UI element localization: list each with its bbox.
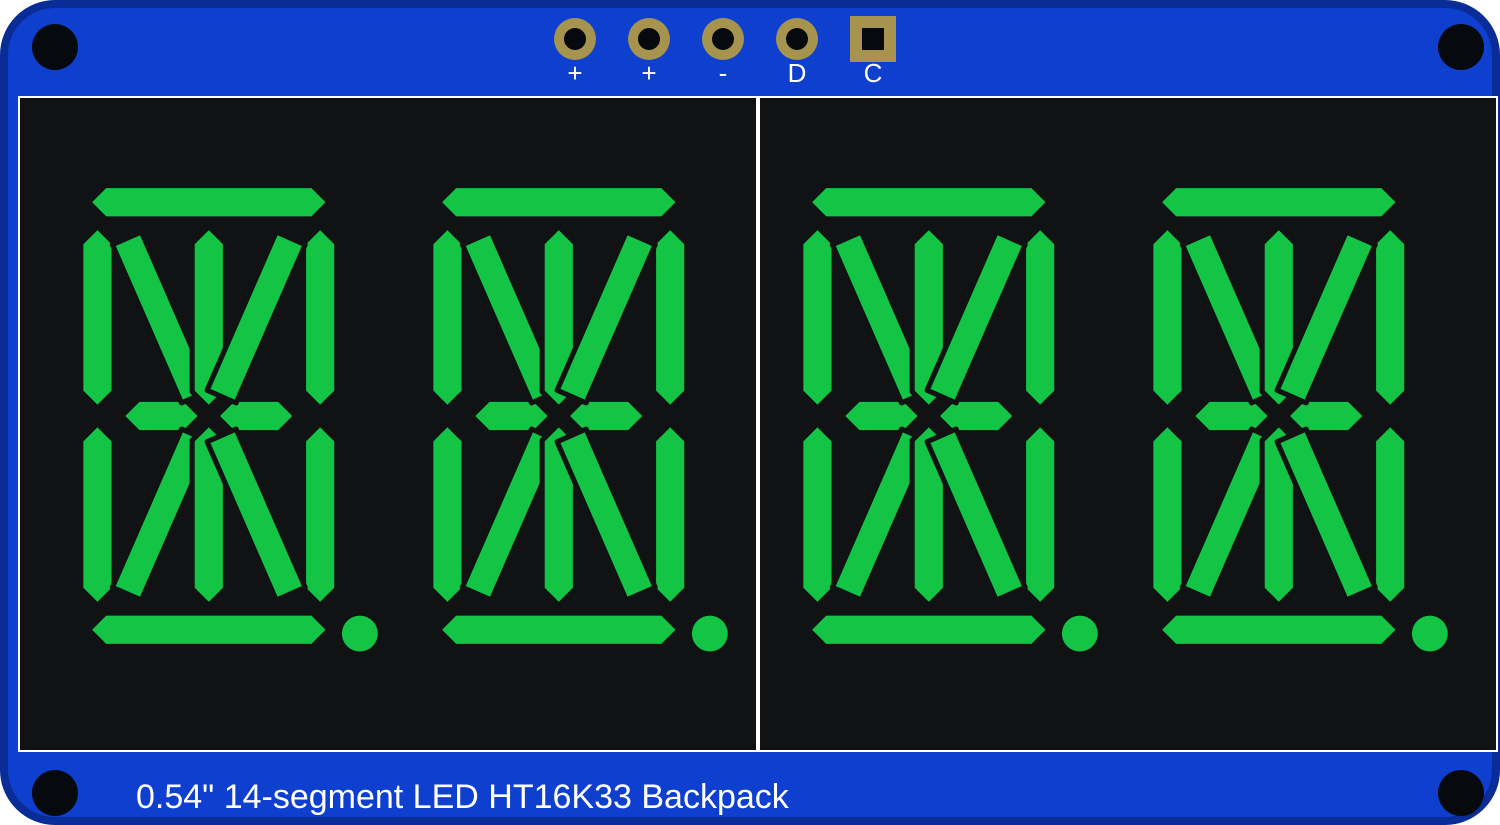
fourteen-segment-digit	[788, 136, 1108, 696]
pin-label: C	[850, 58, 896, 89]
header-pin	[554, 18, 596, 60]
mount-hole	[32, 770, 78, 816]
fourteen-segment-digit	[418, 136, 738, 696]
pin-hole	[712, 28, 734, 50]
pin-label: -	[702, 58, 744, 89]
pin-hole	[862, 28, 884, 50]
header-pin	[702, 18, 744, 60]
pin-hole	[564, 28, 586, 50]
pin-label: D	[776, 58, 818, 89]
pin-hole	[638, 28, 660, 50]
header-pin-labels: + + - D C	[554, 58, 896, 89]
fourteen-segment-digit	[1138, 136, 1458, 696]
header-pin	[850, 16, 896, 62]
mount-hole	[32, 24, 78, 70]
pcb-board: + + - D C 0.54" 14-segment LED HT16K33 Backp…	[0, 0, 1500, 825]
mount-hole	[1438, 770, 1484, 816]
pin-label: +	[554, 58, 596, 89]
pin-label: +	[628, 58, 670, 89]
header-pin-row	[554, 18, 896, 62]
mount-hole	[1438, 24, 1484, 70]
header-pin	[628, 18, 670, 60]
board-caption: 0.54" 14-segment LED HT16K33 Backpack	[136, 778, 789, 817]
header-pin	[776, 18, 818, 60]
fourteen-segment-digit	[68, 136, 388, 696]
pin-hole	[786, 28, 808, 50]
